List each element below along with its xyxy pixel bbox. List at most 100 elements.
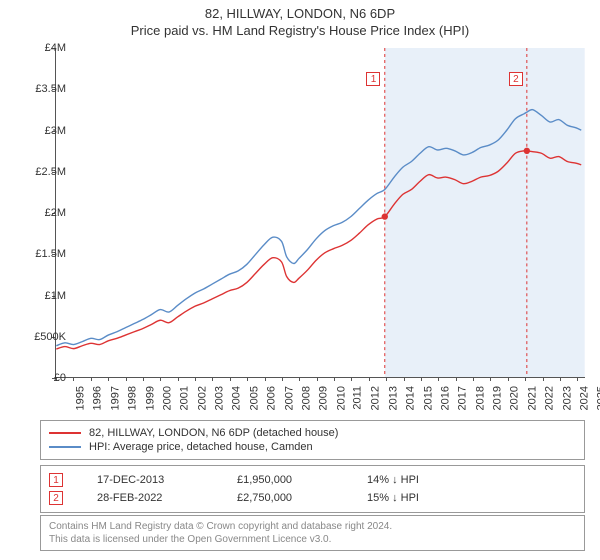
y-tick-label: £3M bbox=[45, 125, 66, 137]
x-tick-label: 2005 bbox=[248, 386, 260, 410]
transaction-price: £2,750,000 bbox=[237, 492, 337, 504]
footer-line2: This data is licensed under the Open Gov… bbox=[49, 533, 576, 546]
legend-box: 82, HILLWAY, LONDON, N6 6DP (detached ho… bbox=[40, 420, 585, 460]
x-tick-label: 1999 bbox=[144, 386, 156, 410]
x-tick-label: 2018 bbox=[474, 386, 486, 410]
chart-subtitle: Price paid vs. HM Land Registry's House … bbox=[0, 21, 600, 42]
x-tick bbox=[230, 377, 231, 381]
x-tick-label: 2010 bbox=[335, 386, 347, 410]
x-tick bbox=[525, 377, 526, 381]
x-tick bbox=[317, 377, 318, 381]
x-tick bbox=[282, 377, 283, 381]
x-tick-label: 2001 bbox=[179, 386, 191, 410]
x-tick-label: 2007 bbox=[283, 386, 295, 410]
x-tick-label: 2017 bbox=[457, 386, 469, 410]
footer-box: Contains HM Land Registry data © Crown c… bbox=[40, 515, 585, 551]
transaction-row: 1 17-DEC-2013 £1,950,000 14% ↓ HPI bbox=[49, 471, 576, 489]
x-tick bbox=[351, 377, 352, 381]
x-tick-label: 2014 bbox=[405, 386, 417, 410]
x-tick-label: 2000 bbox=[161, 386, 173, 410]
x-tick-label: 2002 bbox=[196, 386, 208, 410]
x-tick bbox=[126, 377, 127, 381]
sale-marker-box: 2 bbox=[509, 72, 523, 86]
x-tick bbox=[143, 377, 144, 381]
x-tick bbox=[91, 377, 92, 381]
y-tick-label: £500K bbox=[34, 331, 66, 343]
transaction-hpi: 14% ↓ HPI bbox=[367, 474, 467, 486]
x-tick bbox=[508, 377, 509, 381]
transaction-date: 28-FEB-2022 bbox=[97, 492, 207, 504]
x-tick bbox=[560, 377, 561, 381]
x-tick-label: 2022 bbox=[544, 386, 556, 410]
x-tick-label: 2011 bbox=[352, 386, 364, 410]
legend-swatch bbox=[49, 432, 81, 434]
shaded-region bbox=[385, 48, 585, 377]
x-tick bbox=[490, 377, 491, 381]
x-tick bbox=[178, 377, 179, 381]
x-tick-label: 2003 bbox=[214, 386, 226, 410]
x-tick-label: 1997 bbox=[109, 386, 121, 410]
plot-area bbox=[55, 48, 585, 378]
chart-container: 82, HILLWAY, LONDON, N6 6DP Price paid v… bbox=[0, 0, 600, 560]
x-tick bbox=[577, 377, 578, 381]
y-tick-label: £2M bbox=[45, 207, 66, 219]
plot-svg bbox=[56, 48, 585, 377]
x-tick-label: 2020 bbox=[509, 386, 521, 410]
transaction-marker: 1 bbox=[49, 473, 63, 487]
x-tick-label: 1998 bbox=[127, 386, 139, 410]
x-tick bbox=[386, 377, 387, 381]
x-tick bbox=[265, 377, 266, 381]
x-tick-label: 1995 bbox=[74, 386, 86, 410]
footer-line1: Contains HM Land Registry data © Crown c… bbox=[49, 520, 576, 533]
sale-point bbox=[382, 213, 388, 219]
x-tick bbox=[334, 377, 335, 381]
legend-row: 82, HILLWAY, LONDON, N6 6DP (detached ho… bbox=[49, 426, 576, 440]
x-tick bbox=[108, 377, 109, 381]
x-tick-label: 2023 bbox=[561, 386, 573, 410]
legend-swatch bbox=[49, 446, 81, 448]
x-tick bbox=[543, 377, 544, 381]
sale-marker-box: 1 bbox=[366, 72, 380, 86]
transaction-marker: 2 bbox=[49, 491, 63, 505]
x-tick bbox=[195, 377, 196, 381]
x-tick bbox=[247, 377, 248, 381]
y-tick-label: £0 bbox=[54, 372, 66, 384]
x-tick-label: 2021 bbox=[526, 386, 538, 410]
y-tick-label: £1M bbox=[45, 290, 66, 302]
x-tick-label: 2019 bbox=[492, 386, 504, 410]
legend-row: HPI: Average price, detached house, Camd… bbox=[49, 440, 576, 454]
sale-point bbox=[524, 148, 530, 154]
transaction-row: 2 28-FEB-2022 £2,750,000 15% ↓ HPI bbox=[49, 489, 576, 507]
x-tick bbox=[299, 377, 300, 381]
x-tick bbox=[404, 377, 405, 381]
transaction-hpi: 15% ↓ HPI bbox=[367, 492, 467, 504]
x-tick-label: 1996 bbox=[92, 386, 104, 410]
x-tick-label: 2024 bbox=[578, 386, 590, 410]
x-tick bbox=[421, 377, 422, 381]
x-tick-label: 2012 bbox=[370, 386, 382, 410]
legend-label: 82, HILLWAY, LONDON, N6 6DP (detached ho… bbox=[89, 427, 338, 439]
transaction-date: 17-DEC-2013 bbox=[97, 474, 207, 486]
x-tick-label: 2004 bbox=[231, 386, 243, 410]
chart-title: 82, HILLWAY, LONDON, N6 6DP bbox=[0, 0, 600, 21]
x-tick bbox=[369, 377, 370, 381]
x-tick-label: 2013 bbox=[387, 386, 399, 410]
transaction-price: £1,950,000 bbox=[237, 474, 337, 486]
transactions-box: 1 17-DEC-2013 £1,950,000 14% ↓ HPI 2 28-FEB-2… bbox=[40, 465, 585, 513]
x-tick-label: 2008 bbox=[300, 386, 312, 410]
legend-label: HPI: Average price, detached house, Camd… bbox=[89, 441, 313, 453]
x-tick bbox=[212, 377, 213, 381]
x-tick bbox=[473, 377, 474, 381]
x-tick-label: 2006 bbox=[266, 386, 278, 410]
x-tick bbox=[73, 377, 74, 381]
y-tick-label: £2.5M bbox=[35, 166, 66, 178]
y-tick-label: £1.5M bbox=[35, 248, 66, 260]
x-tick-label: 2015 bbox=[422, 386, 434, 410]
x-tick-label: 2025 bbox=[596, 386, 600, 410]
x-tick-label: 2016 bbox=[439, 386, 451, 410]
y-tick-label: £4M bbox=[45, 42, 66, 54]
y-tick-label: £3.5M bbox=[35, 83, 66, 95]
x-tick bbox=[456, 377, 457, 381]
x-tick bbox=[160, 377, 161, 381]
x-tick-label: 2009 bbox=[318, 386, 330, 410]
